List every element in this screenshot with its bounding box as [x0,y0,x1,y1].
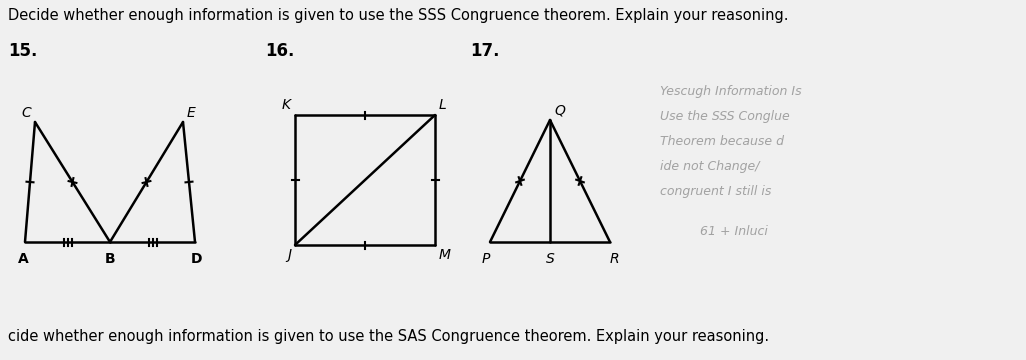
Text: Use the SSS Conglue: Use the SSS Conglue [660,110,790,123]
Text: Q: Q [554,103,565,117]
Text: R: R [609,252,619,266]
Text: P: P [482,252,490,266]
Text: 17.: 17. [470,42,500,60]
Text: M: M [439,248,451,262]
Text: ide not Change/: ide not Change/ [660,160,759,173]
Text: J: J [287,248,291,262]
Text: congruent I still is: congruent I still is [660,185,772,198]
Text: S: S [546,252,554,266]
Text: Decide whether enough information is given to use the SSS Congruence theorem. Ex: Decide whether enough information is giv… [8,8,789,23]
Text: B: B [105,252,115,266]
Text: C: C [22,106,31,120]
Text: Theorem because d: Theorem because d [660,135,784,148]
Text: 16.: 16. [265,42,294,60]
Text: 61 + Inluci: 61 + Inluci [700,225,767,238]
Text: Yescugh Information Is: Yescugh Information Is [660,85,801,98]
Text: cide whether enough information is given to use the SAS Congruence theorem. Expl: cide whether enough information is given… [8,329,770,344]
Text: E: E [187,106,196,120]
Text: 15.: 15. [8,42,37,60]
Text: L: L [439,98,446,112]
Text: D: D [191,252,203,266]
Text: K: K [282,98,291,112]
Text: A: A [17,252,29,266]
